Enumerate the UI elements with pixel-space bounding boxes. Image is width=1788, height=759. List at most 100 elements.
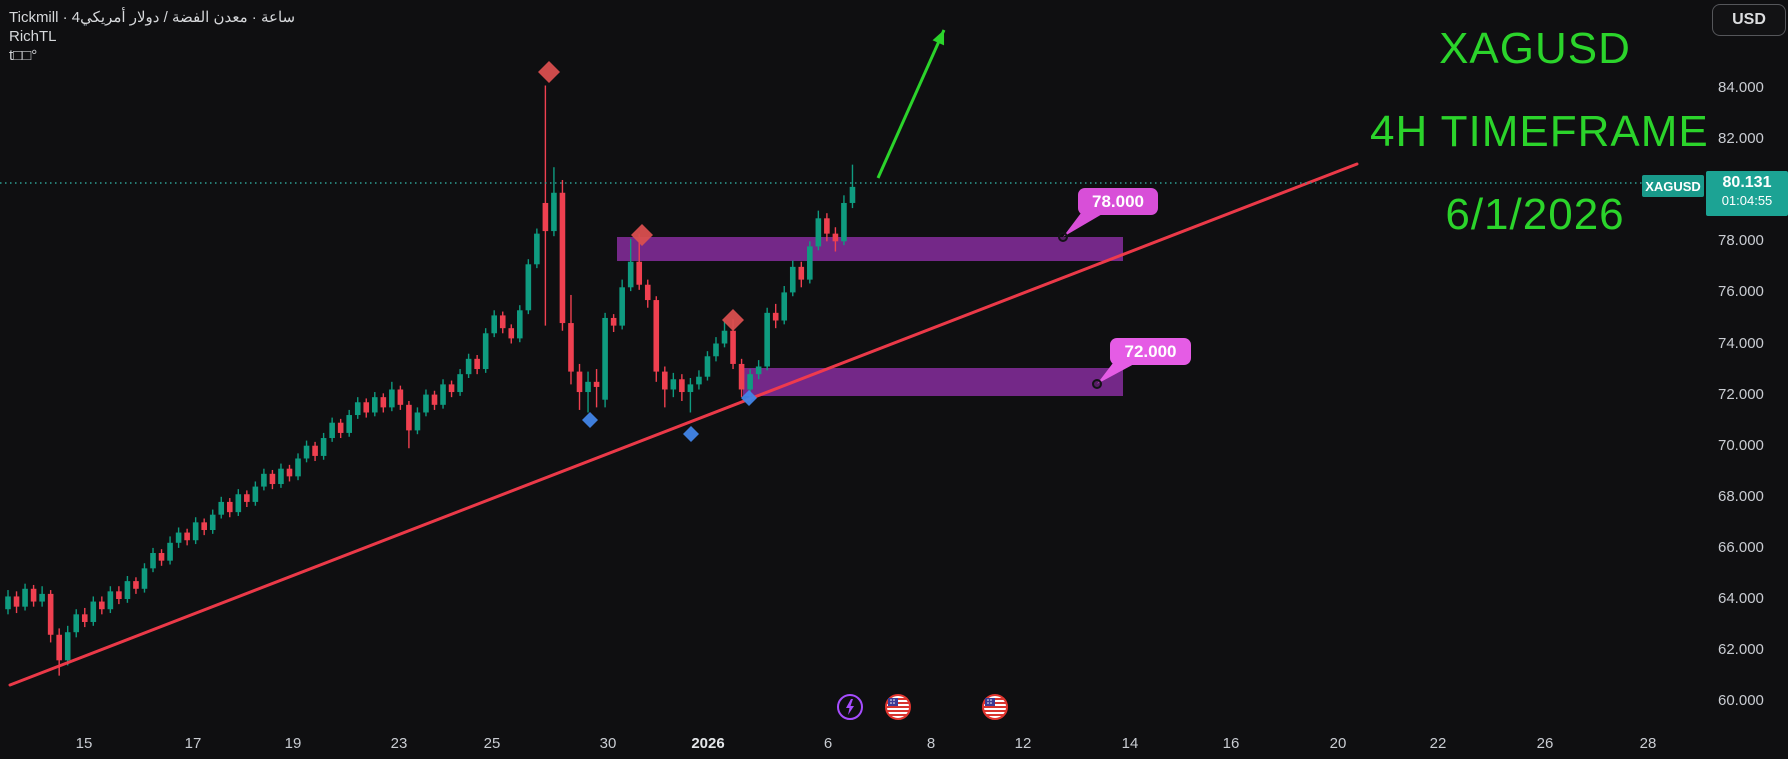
- candle-body: [687, 384, 694, 393]
- candle-body: [636, 261, 643, 285]
- date-axis-label: 20: [1329, 735, 1347, 752]
- candle-body: [713, 343, 719, 357]
- pivot-high-diamond-marker[interactable]: [538, 61, 560, 83]
- candle-body: [849, 186, 856, 203]
- candle-body: [133, 581, 139, 589]
- candle-body: [218, 501, 225, 515]
- candle-body: [124, 581, 131, 599]
- candle-body: [585, 381, 591, 393]
- bullish-arrow[interactable]: [876, 29, 946, 179]
- candle-body: [244, 494, 250, 502]
- last-price-value: 80.131: [1722, 174, 1772, 191]
- candle-body: [696, 376, 702, 385]
- zone-label-tail: [1097, 359, 1136, 384]
- zone-label-tail: [1063, 209, 1104, 237]
- candle-body: [568, 323, 574, 372]
- candle-body: [781, 292, 788, 321]
- candle-body: [226, 501, 233, 513]
- candle-body: [704, 356, 711, 377]
- candle-body: [789, 266, 796, 293]
- candle-body: [320, 438, 327, 456]
- annotation-timeframe: 4H TIMEFRAME: [1370, 107, 1709, 156]
- us-flag-event-icon[interactable]: [885, 694, 911, 720]
- date-axis-label: 19: [284, 735, 302, 752]
- price-axis-label: 60.000: [1718, 692, 1764, 710]
- date-axis-label: 15: [75, 735, 93, 752]
- candle-body: [363, 402, 370, 413]
- date-axis-label: 22: [1429, 735, 1447, 752]
- date-axis-label: 8: [926, 735, 936, 752]
- candle-body: [158, 553, 165, 561]
- candle-body: [47, 593, 54, 635]
- candle-body: [346, 415, 352, 433]
- candle-body: [235, 494, 242, 513]
- candle-body: [252, 486, 259, 502]
- price-axis-label: 62.000: [1718, 641, 1764, 659]
- candle-body: [653, 300, 660, 372]
- candle-body: [380, 397, 387, 408]
- candle-body: [312, 445, 318, 456]
- candle-body: [30, 588, 37, 602]
- candle-body: [141, 568, 148, 589]
- candle-body: [491, 315, 498, 334]
- pivot-low-diamond-marker[interactable]: [741, 390, 757, 406]
- chart-text-annotation[interactable]: XAGUSD 4H TIMEFRAME 6/1/2026: [1370, 24, 1709, 273]
- date-axis-label: 28: [1639, 735, 1657, 752]
- pivot-low-diamond-marker[interactable]: [582, 412, 598, 428]
- pivot-high-diamond-marker[interactable]: [631, 224, 653, 246]
- date-axis-label: 2026: [691, 735, 725, 752]
- date-axis-label: 25: [483, 735, 501, 752]
- candle-body: [337, 422, 344, 433]
- price-axis-label: 66.000: [1718, 538, 1764, 556]
- symbol-header: Tickmill · 4ساعة · معدن الفضة / دولار أم…: [9, 8, 295, 65]
- date-axis-label: 16: [1222, 735, 1240, 752]
- candle-body: [329, 422, 335, 439]
- currency-toggle-button[interactable]: USD: [1712, 4, 1786, 36]
- price-axis-label: 78.000: [1718, 232, 1764, 250]
- ascending-trendline[interactable]: [8, 162, 1359, 687]
- pivot-low-diamond-marker[interactable]: [683, 426, 699, 442]
- candle-body: [559, 192, 566, 324]
- date-axis-label: 12: [1014, 735, 1032, 752]
- candle-body: [389, 389, 395, 408]
- candle-body: [184, 532, 190, 541]
- candle-body: [610, 317, 617, 326]
- candle-body: [670, 379, 677, 390]
- candle-body: [807, 246, 813, 280]
- candle-body: [755, 366, 762, 375]
- price-zone-box[interactable]: [617, 237, 1123, 261]
- annotation-date: 6/1/2026: [1445, 190, 1625, 239]
- lightning-event-icon[interactable]: [837, 694, 863, 720]
- candle-body: [721, 330, 728, 344]
- candle-body: [474, 358, 480, 370]
- candle-body: [602, 317, 608, 400]
- date-axis-label: 6: [823, 735, 833, 752]
- candle-body: [448, 384, 455, 393]
- candle-body: [354, 402, 361, 416]
- pivot-high-diamond-marker[interactable]: [722, 309, 744, 331]
- bullish-arrow-head: [932, 30, 945, 46]
- candle-body: [295, 458, 301, 477]
- candle-body: [303, 445, 310, 459]
- candle-body: [815, 218, 822, 247]
- annotation-symbol: XAGUSD: [1439, 24, 1631, 73]
- candle-body: [534, 233, 540, 265]
- symbol-price-tag: XAGUSD: [1642, 175, 1704, 197]
- us-flag-event-icon[interactable]: [982, 694, 1008, 720]
- price-zone-box[interactable]: [743, 368, 1123, 396]
- candle-body: [116, 591, 122, 599]
- candle-body: [576, 371, 583, 393]
- candle-body: [397, 389, 404, 405]
- price-axis-label: 64.000: [1718, 590, 1764, 607]
- zone-anchor-point[interactable]: [1058, 232, 1068, 242]
- candle-body: [192, 522, 199, 541]
- zone-anchor-point[interactable]: [1092, 379, 1102, 389]
- candle-body: [209, 514, 216, 531]
- zone-price-label[interactable]: 72.000: [1110, 338, 1191, 365]
- symbol-title[interactable]: Tickmill · 4ساعة · معدن الفضة / دولار أم…: [9, 9, 296, 26]
- zone-price-label[interactable]: 78.000: [1078, 188, 1158, 215]
- candle-body: [824, 218, 830, 234]
- candle-body: [457, 374, 463, 393]
